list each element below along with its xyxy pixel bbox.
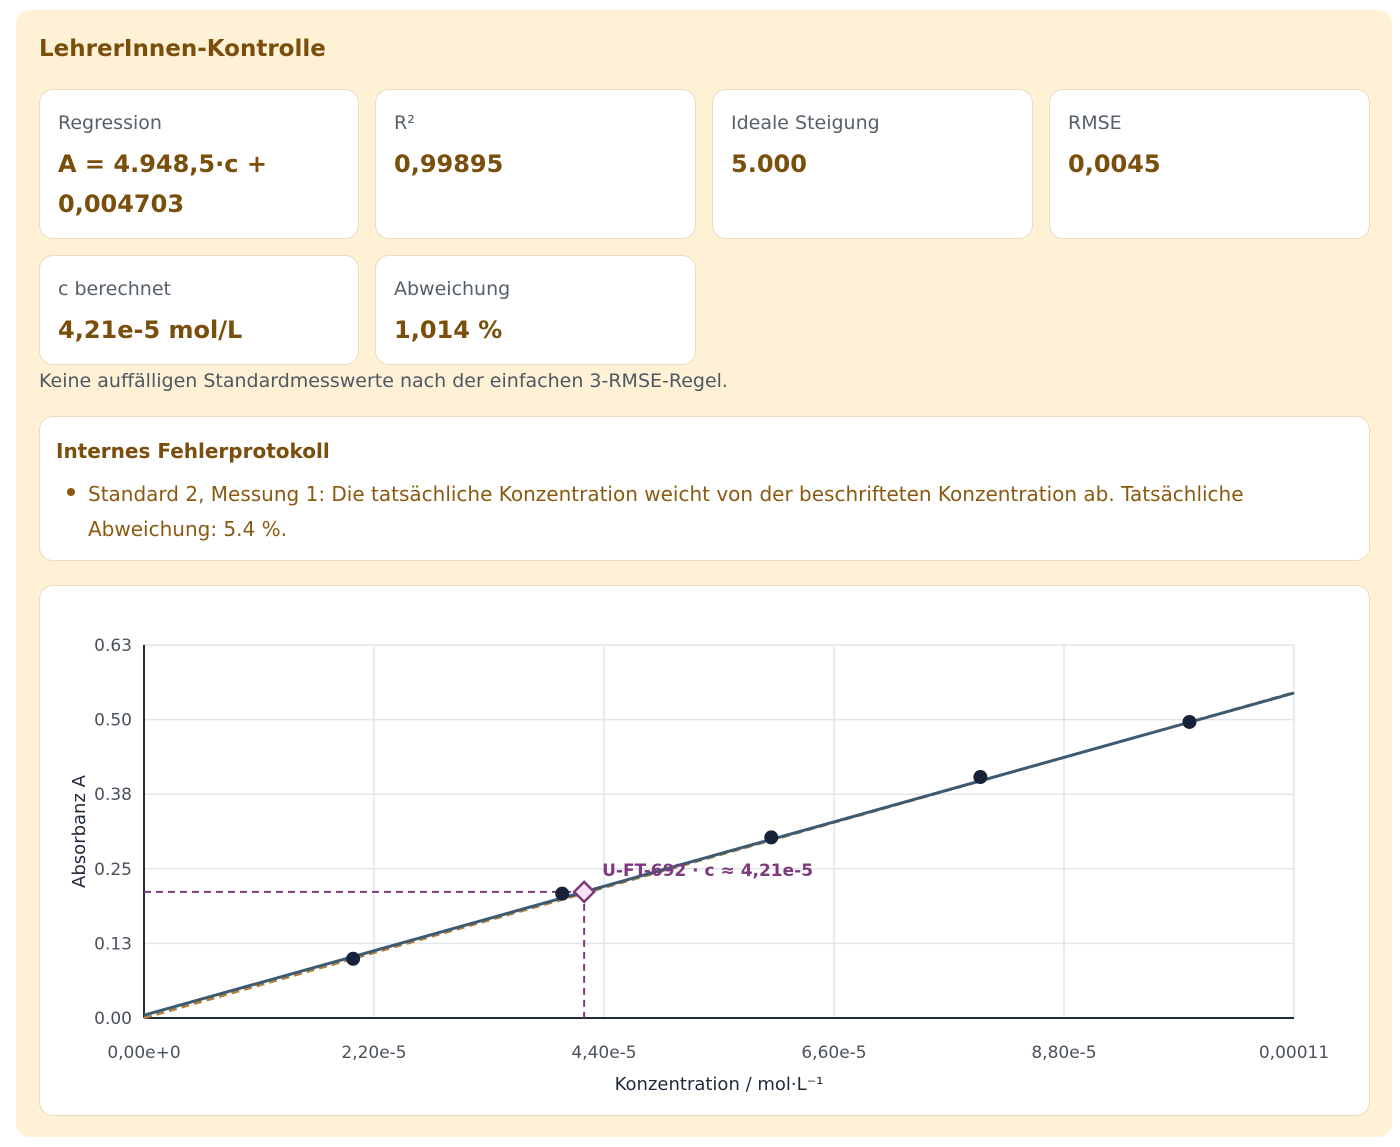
y-tick-label: 0.00: [94, 1009, 132, 1029]
y-tick-label: 0.63: [94, 636, 132, 656]
regression-line: [143, 691, 1295, 1017]
data-point: [1182, 714, 1197, 729]
error-log-item: Standard 2, Messung 1: Die tatsächliche …: [88, 482, 1244, 541]
teacher-control-panel: LehrerInnen-Kontrolle Regression A = 4.9…: [16, 10, 1392, 1137]
stat-value: A = 4.948,5·c + 0,004703: [58, 150, 267, 218]
error-log-title: Internes Fehlerprotokoll: [56, 439, 330, 463]
data-point: [764, 830, 779, 845]
stat-value: 5.000: [731, 150, 807, 178]
panel-title: LehrerInnen-Kontrolle: [39, 36, 326, 62]
x-tick-label: 0,00e+0: [107, 1043, 180, 1063]
calibration-chart-card: 0.00 0.13 0.25 0.38 0.50 0.63 0,00e+0 2,20e-5 4,…: [39, 585, 1370, 1116]
data-point: [346, 951, 361, 966]
data-point: [555, 886, 570, 901]
error-log-card: Internes Fehlerprotokoll Standard 2, Mes…: [39, 416, 1370, 561]
stat-card-regression: Regression A = 4.948,5·c + 0,004703: [39, 89, 359, 239]
x-tick-label: 0,00011: [1259, 1043, 1329, 1063]
stat-card-c-calculated: c berechnet 4,21e-5 mol/L: [39, 255, 359, 365]
stat-label: Ideale Steigung: [731, 112, 880, 134]
stat-label: c berechnet: [58, 278, 171, 300]
y-tick-label: 0.25: [94, 860, 132, 880]
y-tick-label: 0.50: [94, 711, 132, 731]
stat-label: R²: [394, 112, 415, 134]
stat-label: Regression: [58, 112, 162, 134]
data-point: [973, 770, 988, 785]
stat-value: 0,99895: [394, 150, 504, 178]
stat-value: 1,014 %: [394, 316, 503, 344]
y-tick-label: 0.13: [94, 934, 132, 954]
bullet-dot: [67, 488, 75, 496]
stat-label: RMSE: [1068, 112, 1122, 134]
x-tick-label: 6,60e-5: [801, 1043, 866, 1063]
stat-value: 4,21e-5 mol/L: [58, 316, 243, 344]
x-tick-label: 8,80e-5: [1031, 1043, 1096, 1063]
stat-card-rmse: RMSE 0,0045: [1049, 89, 1370, 239]
x-tick-label: 4,40e-5: [571, 1043, 636, 1063]
calibration-chart: 0.00 0.13 0.25 0.38 0.50 0.63 0,00e+0 2,20e-5 4,…: [69, 636, 1329, 1095]
stat-card-deviation: Abweichung 1,014 %: [375, 255, 696, 365]
stat-value: 0,0045: [1068, 150, 1161, 178]
stat-label: Abweichung: [394, 278, 511, 300]
x-axis-label: Konzentration / mol·L⁻¹: [615, 1074, 824, 1095]
stat-card-ideal-slope: Ideale Steigung 5.000: [712, 89, 1033, 239]
outlier-note: Keine auffälligen Standardmesswerte nach…: [39, 370, 728, 392]
sample-marker: [572, 880, 596, 904]
stat-card-r2: R² 0,99895: [375, 89, 696, 239]
y-tick-label: 0.38: [94, 785, 132, 805]
sample-label: U-FT-692 · c ≈ 4,21e-5: [602, 861, 813, 881]
ideal-line: [143, 691, 1295, 1020]
y-axis-label: Absorbanz A: [69, 774, 90, 888]
x-tick-label: 2,20e-5: [341, 1043, 406, 1063]
